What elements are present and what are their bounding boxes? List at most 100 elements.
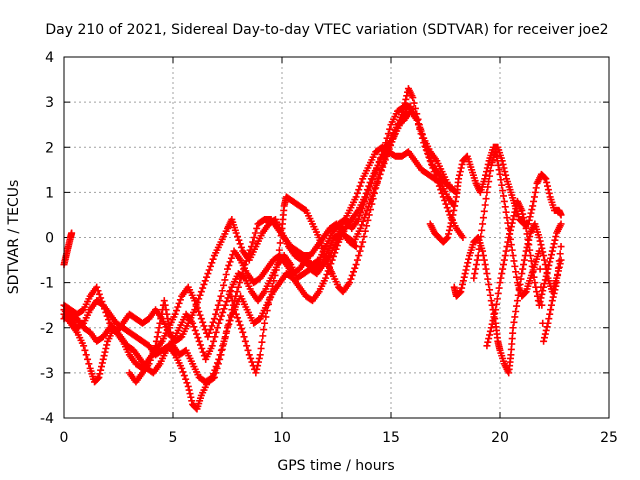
data-point (362, 210, 370, 218)
data-point (224, 322, 232, 330)
data-point (552, 233, 560, 241)
data-point (371, 169, 379, 177)
data-point (195, 308, 203, 316)
data-point (434, 178, 442, 186)
data-point (193, 330, 201, 338)
data-point (507, 241, 515, 249)
data-point (356, 247, 364, 255)
data-point (223, 327, 231, 335)
data-point (245, 250, 253, 258)
data-point (485, 280, 493, 288)
data-point (363, 190, 371, 198)
data-point (197, 315, 205, 323)
data-point (510, 212, 518, 220)
data-point (98, 298, 106, 306)
data-point (237, 325, 245, 333)
data-point (459, 280, 467, 288)
data-point (359, 217, 367, 225)
data-point (220, 305, 228, 313)
data-point (506, 230, 514, 238)
data-point (370, 189, 378, 197)
x-axis-label: GPS time / hours (277, 458, 394, 474)
data-point (353, 189, 361, 197)
data-point (489, 317, 497, 325)
data-point (488, 301, 496, 309)
y-tick-label: 1 (45, 185, 54, 201)
data-point (479, 220, 487, 228)
y-tick-label: -4 (40, 411, 54, 427)
data-point (497, 274, 505, 282)
data-point (276, 239, 284, 247)
data-point (542, 175, 550, 183)
data-point (261, 319, 269, 327)
data-point (450, 206, 458, 214)
data-point (456, 289, 464, 297)
data-point (255, 316, 263, 324)
data-point (539, 248, 547, 256)
data-point (68, 229, 76, 237)
data-point (227, 254, 235, 262)
data-point (502, 247, 510, 255)
data-point (363, 222, 371, 230)
data-point (162, 306, 170, 314)
data-point (455, 175, 463, 183)
data-point (211, 333, 219, 341)
data-point (225, 317, 233, 325)
data-point (557, 211, 565, 219)
data-point (155, 324, 163, 332)
data-point (486, 291, 494, 299)
data-point (402, 107, 410, 115)
data-point (424, 150, 432, 158)
data-point (547, 301, 555, 309)
data-point (509, 215, 517, 223)
data-point (267, 288, 275, 296)
series-track-i (483, 197, 565, 350)
data-point (532, 184, 540, 192)
data-point (482, 168, 490, 176)
data-point (145, 360, 153, 368)
data-point (544, 319, 552, 327)
data-point (257, 345, 265, 353)
data-point (531, 279, 539, 287)
data-point (178, 364, 186, 372)
data-point (250, 234, 258, 241)
data-point (193, 298, 201, 306)
data-point (527, 252, 535, 260)
data-point (553, 279, 561, 287)
data-point (496, 170, 504, 178)
data-point (499, 261, 507, 269)
data-point (328, 256, 336, 264)
data-point (97, 363, 105, 371)
data-point (419, 134, 427, 142)
data-point (365, 211, 373, 219)
data-point (247, 243, 255, 251)
data-point (550, 240, 558, 248)
data-point (85, 360, 93, 368)
data-point (218, 287, 226, 295)
data-point (464, 259, 472, 267)
data-point (415, 121, 423, 129)
series-track-e (60, 215, 360, 386)
data-point (253, 365, 261, 373)
data-point (480, 207, 488, 215)
data-point (386, 125, 394, 133)
data-point (525, 216, 533, 224)
data-point (401, 99, 409, 107)
data-point (531, 188, 539, 196)
data-point (153, 333, 161, 341)
data-point (206, 262, 214, 270)
data-point (274, 261, 282, 269)
data-point (359, 238, 367, 246)
data-point (498, 270, 506, 278)
data-point (199, 284, 207, 292)
data-point (369, 176, 377, 184)
data-point (222, 271, 230, 279)
data-point (537, 283, 545, 291)
data-point (358, 221, 366, 229)
data-point (439, 193, 447, 201)
data-point (410, 99, 418, 107)
data-point (82, 351, 90, 359)
data-point (191, 326, 199, 334)
data-point (213, 324, 221, 332)
